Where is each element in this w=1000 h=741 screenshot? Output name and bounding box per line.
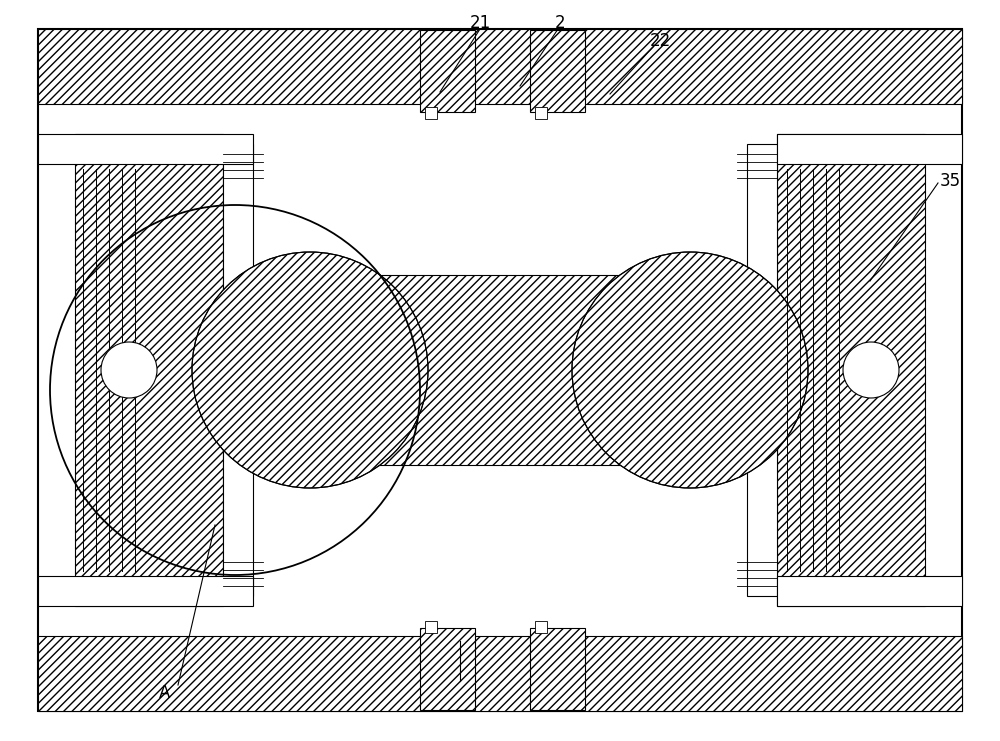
Bar: [38, 636, 962, 711]
Circle shape: [572, 252, 808, 488]
Text: A: A: [159, 684, 171, 702]
Bar: [38, 29, 962, 104]
Bar: [777, 576, 962, 606]
Circle shape: [101, 342, 157, 398]
Bar: [223, 144, 253, 596]
Bar: [747, 144, 777, 596]
Text: 2: 2: [555, 14, 565, 32]
Bar: [38, 134, 253, 164]
Bar: [535, 621, 547, 633]
Bar: [420, 30, 475, 112]
Circle shape: [843, 342, 899, 398]
Text: 35: 35: [939, 172, 961, 190]
Text: 1: 1: [455, 680, 465, 698]
Bar: [777, 134, 962, 164]
Bar: [218, 275, 782, 465]
Bar: [535, 107, 547, 119]
Bar: [425, 621, 437, 633]
Bar: [530, 628, 585, 710]
Bar: [777, 134, 925, 606]
Bar: [530, 30, 585, 112]
Bar: [420, 628, 475, 710]
Bar: [425, 107, 437, 119]
Circle shape: [192, 252, 428, 488]
Bar: [75, 134, 223, 606]
Text: 22: 22: [649, 32, 671, 50]
Bar: [38, 576, 253, 606]
Text: 21: 21: [469, 14, 491, 32]
